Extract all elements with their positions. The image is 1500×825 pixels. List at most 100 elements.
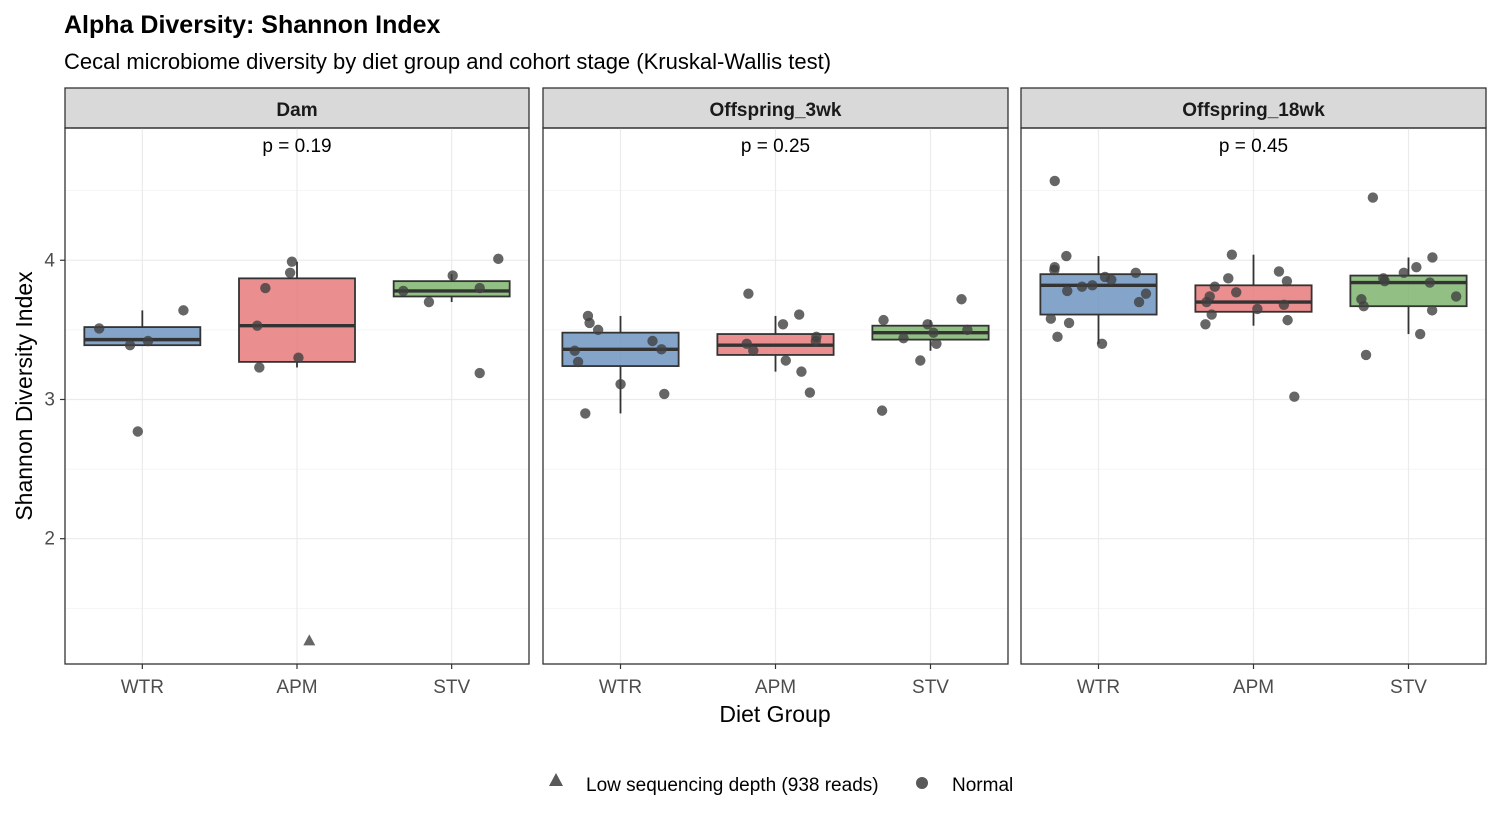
boxplot [83,310,202,347]
data-point [1252,303,1263,315]
data-point [777,319,789,330]
data-point [1414,328,1426,340]
data-point [659,388,670,400]
data-point [1426,305,1438,316]
y-tick-label: 2 [44,529,55,550]
legend-label: Low sequencing depth (938 reads) [586,775,879,796]
data-point [572,356,584,368]
data-point [1289,391,1300,402]
chart-subtitle: Cecal microbiome diversity by diet group… [64,49,831,74]
data-point [1140,288,1152,299]
data-point [284,267,296,278]
legend: Low sequencing depth (938 reads) Normal [549,773,1013,796]
data-point [493,253,504,265]
data-point [1062,285,1073,297]
data-point [1049,264,1060,276]
x-axis-title: Diet Group [719,701,830,727]
data-point [1076,281,1088,292]
boxplot [1349,257,1468,335]
box-iqr [1039,273,1158,316]
x-tick-label: STV [1390,677,1427,698]
boxplot [238,261,356,368]
x-tick-label: STV [433,677,470,698]
data-point [1231,287,1242,298]
data-point [569,345,580,356]
data-point [1281,275,1293,287]
data-point [93,323,105,334]
data-point [474,367,485,379]
data-point [1367,192,1379,203]
data-point [260,282,271,294]
data-point [741,338,752,349]
data-point-triangle [303,634,316,646]
y-tick-label: 4 [44,250,55,271]
y-tick-label: 3 [44,389,55,410]
facet-strip-label: Offspring_3wk [710,100,842,121]
x-tick-label: WTR [599,677,642,698]
data-point [1200,319,1211,330]
data-point [1049,175,1060,187]
facet-strip-label: Dam [276,100,317,121]
data-point [447,270,458,281]
data-point [898,333,909,344]
data-point [1133,296,1145,308]
box-iqr [238,277,356,363]
facet-strip [64,87,530,129]
data-point [1045,313,1057,324]
box-iqr [1349,274,1468,308]
data-point [592,324,604,336]
p-value-label: p = 0.19 [262,136,331,157]
data-point [1209,281,1220,292]
data-point [1398,267,1410,278]
x-tick-label: APM [276,677,317,698]
data-point [780,355,791,366]
data-point [931,338,942,349]
data-point [878,314,889,326]
data-point [254,362,265,373]
data-point [252,320,263,331]
data-point [1358,301,1369,312]
data-point [423,296,435,308]
data-point [580,408,591,419]
x-tick-label: APM [1233,677,1274,698]
legend-triangle-icon [549,773,563,786]
data-point [743,288,754,299]
x-tick-label: WTR [1077,677,1120,698]
data-point [293,352,304,363]
data-point [474,282,485,294]
data-point [1226,249,1238,260]
y-axis: 2 3 4 [44,250,65,550]
data-point [178,305,189,316]
data-point [124,339,136,351]
data-point [1424,277,1436,288]
data-point [1087,280,1098,291]
data-point [656,344,667,355]
data-point [1201,296,1212,308]
data-point [1106,274,1117,285]
boxplot [1039,256,1158,344]
legend-label: Normal [952,775,1013,796]
box-iqr [392,280,511,298]
p-value-label: p = 0.45 [1219,136,1288,157]
data-point [1273,266,1285,277]
data-point [1282,314,1293,326]
facet-strip [1020,87,1487,129]
p-value-label: p = 0.25 [741,136,810,157]
data-point [1427,252,1438,263]
data-point [1063,317,1075,329]
legend-circle-icon [916,777,928,789]
x-tick-label: STV [912,677,949,698]
chart-title: Alpha Diversity: Shannon Index [64,11,441,39]
data-point [142,335,154,347]
data-point [647,335,658,347]
data-point [1052,331,1063,343]
data-point [810,335,822,347]
data-point [1278,299,1290,311]
data-point [796,366,807,377]
data-point [962,324,973,336]
y-axis-title: Shannon Diversity Index [11,271,37,521]
